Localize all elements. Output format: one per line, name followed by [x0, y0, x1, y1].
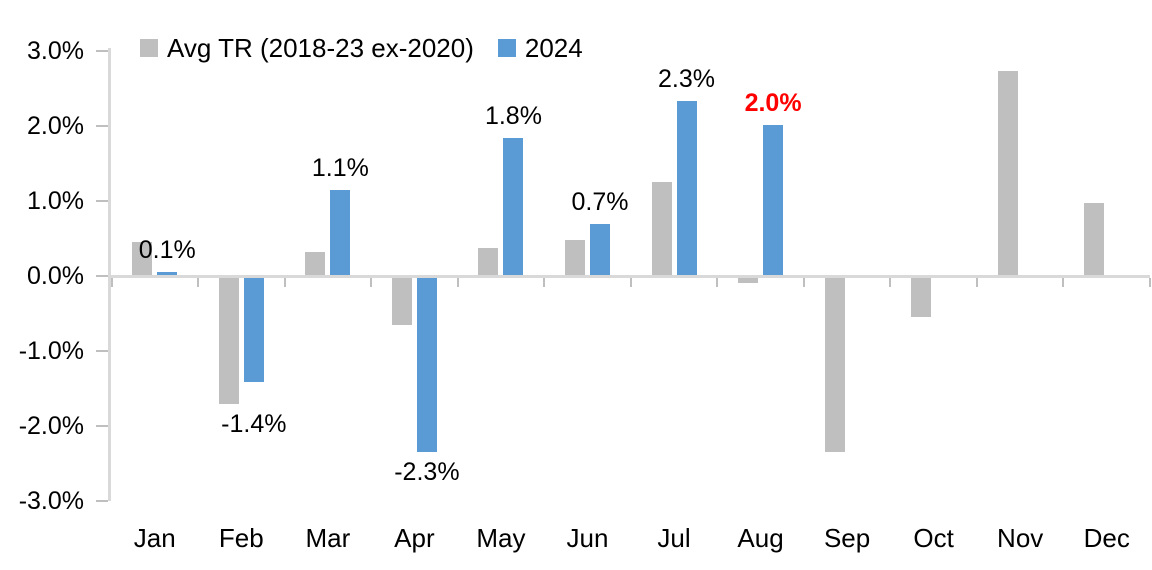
bar-avg-oct — [911, 276, 932, 318]
y-axis-tick — [96, 349, 108, 353]
x-axis-label-mar: Mar — [305, 523, 351, 553]
x-axis-label-jul: Jul — [657, 523, 691, 553]
y-axis-tick-label: 1.0% — [27, 187, 84, 215]
y-axis-tick-label: -1.0% — [18, 337, 84, 365]
x-axis-tick — [629, 277, 632, 287]
x-axis-label-jun: Jun — [566, 523, 609, 553]
x-axis-tick — [802, 277, 805, 287]
x-axis-tick — [370, 277, 373, 287]
bar-avg-feb — [218, 276, 239, 404]
x-axis-tick — [716, 277, 719, 287]
bar-2024-jan — [157, 272, 178, 276]
bar-avg-apr — [391, 276, 412, 325]
x-axis-tick — [456, 277, 459, 287]
data-label-aug: 2.0% — [744, 89, 802, 118]
chart-legend: Avg TR (2018-23 ex-2020) 2024 — [140, 34, 583, 62]
x-axis-tick — [1149, 277, 1151, 287]
y-axis-tick — [96, 274, 108, 278]
data-label-jan: 0.1% — [138, 236, 196, 265]
data-label-jul: 2.3% — [658, 65, 715, 94]
bar-avg-mar — [305, 252, 326, 276]
legend-swatch-avg-tr-icon — [140, 39, 158, 57]
data-label-apr: -2.3% — [394, 458, 460, 487]
y-axis-tick — [96, 199, 108, 203]
x-axis-tick — [1062, 277, 1065, 287]
bar-avg-jan — [132, 242, 153, 276]
x-axis-label-dec: Dec — [1083, 523, 1130, 553]
legend-label-2024: 2024 — [524, 33, 583, 63]
x-axis-tick — [889, 277, 892, 287]
x-axis-label-jan: Jan — [133, 523, 176, 553]
x-axis-label-aug: Aug — [737, 523, 784, 553]
x-axis-label-may: May — [476, 523, 526, 553]
y-axis-tick-label: 3.0% — [27, 37, 84, 65]
bar-avg-dec — [1084, 203, 1105, 276]
data-label-jun: 0.7% — [571, 187, 629, 216]
y-axis-tick-label: -3.0% — [18, 487, 84, 515]
data-label-may: 1.8% — [484, 102, 542, 130]
y-axis-tick-label: -2.0% — [18, 412, 84, 440]
bar-2024-may — [503, 138, 524, 276]
y-axis-tick — [96, 124, 108, 128]
x-axis-tick — [283, 277, 286, 287]
x-axis-label-nov: Nov — [997, 523, 1044, 553]
y-axis-tick — [96, 424, 108, 428]
x-axis-tick — [975, 277, 978, 287]
y-axis-tick — [96, 49, 108, 53]
bar-avg-sep — [824, 276, 845, 453]
legend-item-avg-tr: Avg TR (2018-23 ex-2020) — [140, 34, 474, 62]
x-axis-label-oct: Oct — [913, 523, 954, 553]
bar-avg-jul — [651, 181, 672, 276]
bar-avg-aug — [738, 276, 759, 283]
x-axis-tick — [197, 277, 200, 287]
x-axis-label-sep: Sep — [823, 523, 871, 553]
bar-2024-jun — [589, 223, 610, 276]
data-label-feb: -1.4% — [221, 409, 287, 438]
legend-item-2024: 2024 — [497, 33, 583, 63]
bar-2024-feb — [243, 276, 264, 382]
bar-2024-mar — [330, 189, 351, 276]
x-axis-tick — [543, 277, 546, 287]
y-axis-tick-label: 2.0% — [27, 112, 84, 140]
y-axis-tick — [96, 499, 108, 503]
bar-avg-may — [478, 247, 499, 276]
bar-2024-apr — [416, 276, 437, 453]
bar-2024-aug — [763, 125, 784, 276]
legend-label-avg-tr: Avg TR (2018-23 ex-2020) — [167, 33, 474, 63]
data-label-mar: 1.1% — [311, 153, 369, 182]
x-axis-label-apr: Apr — [394, 523, 435, 553]
bar-avg-nov — [997, 71, 1018, 276]
legend-swatch-2024-icon — [497, 39, 516, 57]
y-axis-tick-label: 0.0% — [27, 262, 84, 290]
x-axis-tick — [110, 277, 113, 287]
x-axis-label-feb: Feb — [218, 523, 264, 553]
bar-avg-jun — [564, 240, 585, 276]
bar-2024-jul — [676, 101, 697, 276]
x-axis-line — [108, 274, 1150, 278]
